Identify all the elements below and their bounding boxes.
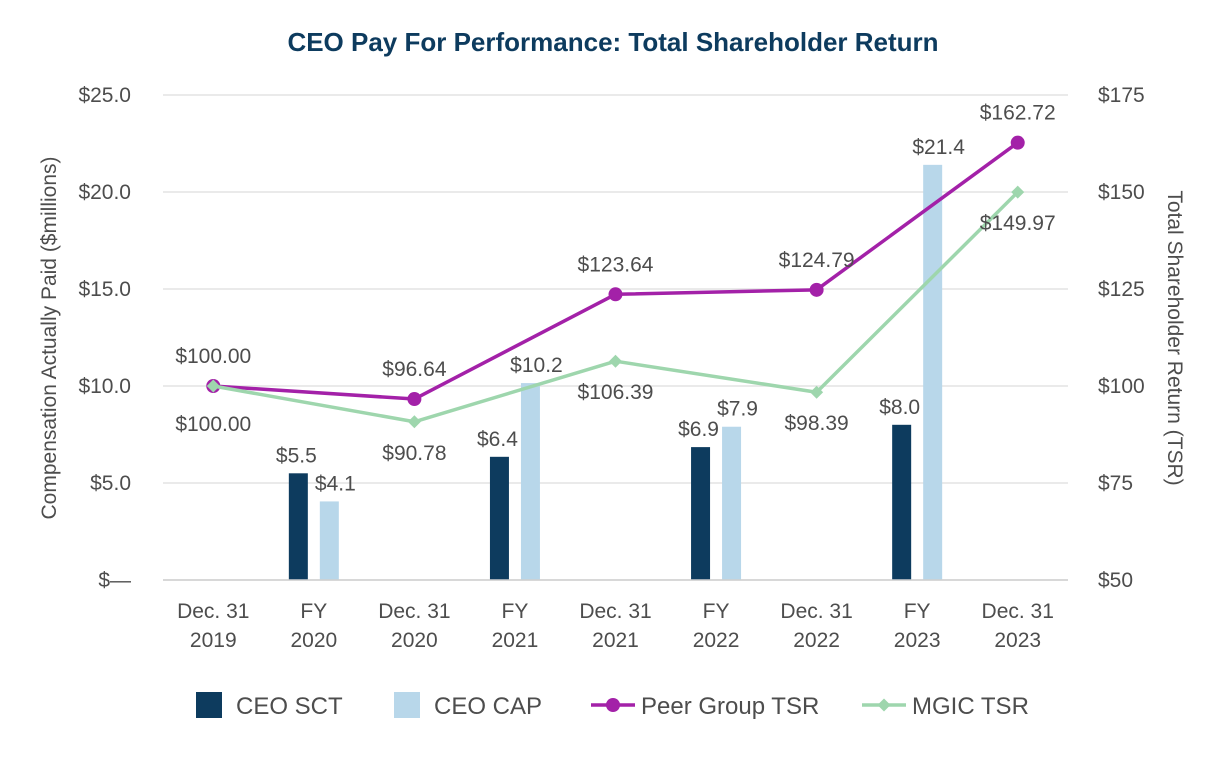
y-tick-right: $175 [1098,84,1145,107]
lines [206,135,1025,429]
legend-label: MGIC TSR [912,693,1029,720]
x-tick-label: FY [300,600,327,623]
y-tick-left: $20.0 [78,181,131,204]
line-marker [1011,185,1025,199]
y-tick-right: $100 [1098,375,1145,398]
legend-label: CEO SCT [236,693,343,720]
x-tick-label: 2021 [592,629,639,652]
x-tick-label: 2022 [693,629,740,652]
x-tick-label: 2021 [492,629,539,652]
line-label: $98.39 [784,412,848,435]
bar [489,456,509,580]
line-marker [809,282,824,297]
bar-label: $21.4 [912,136,965,159]
chart-title: CEO Pay For Performance: Total Sharehold… [287,27,938,57]
line-marker [407,415,421,429]
bars [288,164,943,580]
line-label: $100.00 [175,345,251,368]
bar-label: $7.9 [717,398,758,421]
x-tick-label: 2023 [994,629,1041,652]
line-label: $106.39 [578,381,654,404]
bar [892,424,912,580]
line-label: $124.79 [779,249,855,272]
y-tick-left: $— [98,569,131,592]
y-axis-right-label: Total Shareholder Return (TSR) [1163,190,1186,485]
legend-swatch [394,692,420,718]
y-tick-right: $125 [1098,278,1145,301]
axes: $— $50 $5.0 $75 $10.0 $100 $15.0 $125 $20.0 $150 $… [78,84,1144,652]
line-label: $90.78 [382,442,446,465]
x-tick-label: 2022 [793,629,840,652]
legend-marker [877,698,891,712]
line-marker [206,379,220,393]
bar [923,164,943,580]
x-tick-label: Dec. 31 [579,600,651,623]
bar [319,501,339,580]
bar [691,447,711,580]
x-tick-label: 2020 [391,629,438,652]
x-tick-label: Dec. 31 [378,600,450,623]
bar-label: $6.9 [678,418,719,441]
line-marker [407,392,422,407]
x-tick-label: 2019 [190,629,237,652]
line-label: $96.64 [382,358,447,381]
bar-label: $6.4 [477,428,518,451]
x-tick-label: FY [904,600,931,623]
bar-label: $4.1 [315,472,356,495]
bar-label: $8.0 [879,396,920,419]
y-tick-right: $50 [1098,569,1133,592]
legend: CEO SCT CEO CAP Peer Group TSR MGIC TSR [196,692,1029,720]
bar [288,473,308,580]
line-label: $100.00 [175,413,251,436]
line-label: $162.72 [980,102,1056,125]
legend-label: Peer Group TSR [641,693,819,720]
line-marker [609,354,622,368]
x-tick-label: Dec. 31 [780,600,852,623]
x-tick-label: FY [502,600,529,623]
bar-label: $10.2 [510,354,563,377]
x-tick-label: FY [703,600,730,623]
y-tick-left: $25.0 [78,84,131,107]
legend-swatch [196,692,222,718]
line-marker [608,287,623,302]
x-tick-label: Dec. 31 [177,600,249,623]
x-tick-label: Dec. 31 [982,600,1054,623]
y-tick-left: $10.0 [78,375,131,398]
line-label: $149.97 [980,212,1056,235]
data-labels: $5.5 $6.4 $6.9 $8.0 $4.1 $10.2 $7.9 $21.4 $100.0… [175,102,1055,496]
x-tick-label: 2023 [894,629,941,652]
y-tick-right: $150 [1098,181,1145,204]
bar [722,426,742,580]
y-tick-right: $75 [1098,472,1133,495]
legend-marker [606,698,620,712]
bar [520,383,540,580]
legend-label: CEO CAP [434,693,542,720]
y-axis-left-label: Compensation Actually Paid ($millions) [38,157,61,520]
y-tick-left: $5.0 [90,472,131,495]
line-label: $123.64 [578,253,654,276]
bar-label: $5.5 [276,444,317,467]
line-marker [1010,135,1025,150]
y-tick-left: $15.0 [78,278,131,301]
line-marker [810,385,824,399]
x-tick-label: 2020 [290,629,337,652]
